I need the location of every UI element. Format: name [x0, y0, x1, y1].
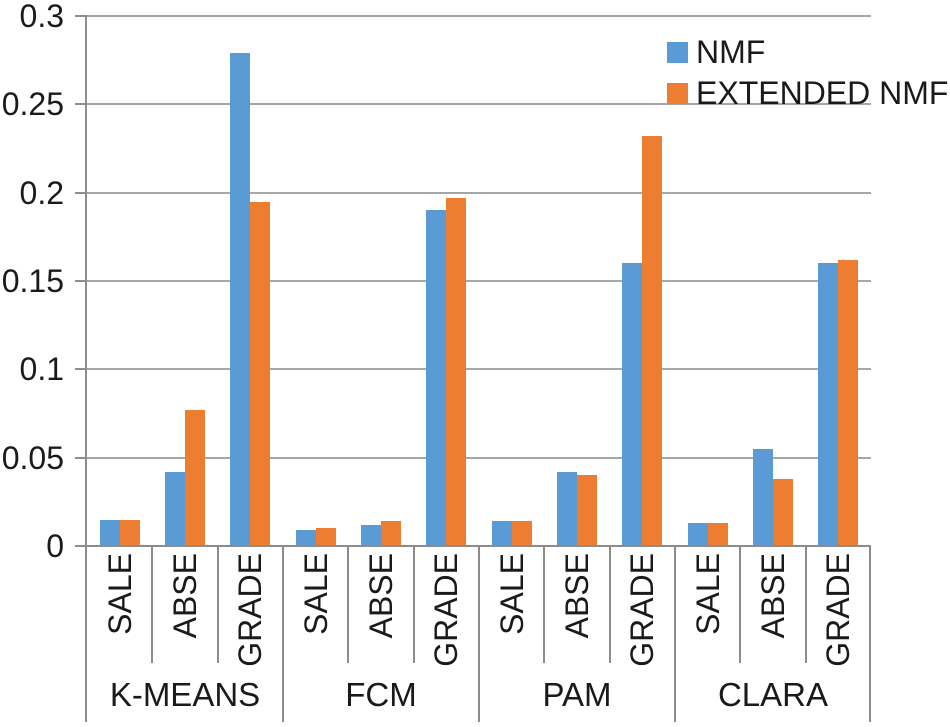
x-sublabel: ABSE	[167, 553, 203, 639]
y-tick-label: 0.1	[19, 351, 64, 388]
subcategory-separator	[216, 547, 219, 663]
legend-swatch-nmf-icon	[667, 41, 688, 63]
bar-nmf	[295, 530, 316, 546]
x-group-label: CLARA	[717, 676, 829, 713]
bar-nmf	[818, 263, 839, 546]
x-sublabel: SALE	[297, 553, 334, 635]
y-axis-tick	[75, 15, 87, 17]
y-tick-label: 0.15	[1, 263, 64, 299]
y-axis-tick	[75, 280, 87, 282]
x-sublabel: GRADE	[820, 553, 857, 667]
bar-extended-nmf	[119, 519, 140, 546]
bar-extended-nmf	[511, 521, 532, 546]
x-sublabel: GRADE	[624, 553, 661, 667]
x-sublabel: GRADE	[428, 553, 465, 667]
y-axis-tick	[75, 191, 87, 194]
gridline	[87, 103, 871, 106]
x-sublabel: ABSE	[363, 553, 399, 639]
bar-nmf	[753, 448, 773, 546]
x-sublabel: SALE	[689, 553, 726, 635]
gridline	[87, 15, 871, 17]
bar-extended-nmf	[577, 475, 597, 546]
bar-nmf	[426, 210, 447, 546]
x-sublabel: ABSE	[559, 553, 595, 639]
x-axis-line	[75, 545, 871, 547]
subcategory-separator	[151, 547, 154, 663]
y-tick-label: 0.2	[19, 174, 64, 211]
x-group-label: PAM	[542, 676, 612, 713]
legend-item-nmf: NMF	[667, 36, 765, 68]
bar-extended-nmf	[773, 478, 793, 546]
bar-extended-nmf	[642, 136, 663, 546]
bar-nmf	[230, 53, 251, 546]
gridline	[87, 280, 871, 282]
bar-nmf	[165, 471, 185, 546]
x-sublabel: SALE	[493, 553, 530, 635]
legend-label-extended-nmf: EXTENDED NMF	[696, 75, 949, 111]
subcategory-separator	[347, 547, 350, 663]
y-tick-label: 0.3	[19, 0, 64, 34]
bar-nmf	[622, 263, 643, 546]
y-axis-line	[85, 16, 87, 722]
legend-swatch-extended-nmf-icon	[667, 82, 688, 104]
group-separator	[478, 547, 480, 722]
y-tick-label: 0.05	[1, 439, 64, 476]
x-group-label: K-MEANS	[109, 676, 261, 713]
subcategory-separator	[543, 547, 546, 663]
y-axis-tick	[75, 456, 87, 459]
bar-nmf	[491, 521, 512, 546]
subcategory-separator	[804, 547, 807, 663]
y-tick-label: 0	[46, 528, 64, 564]
x-sublabel: GRADE	[232, 553, 269, 667]
gridline	[87, 191, 871, 194]
bar-extended-nmf	[838, 259, 859, 546]
bar-nmf	[687, 523, 708, 546]
x-group-label: FCM	[345, 676, 417, 713]
bar-extended-nmf	[185, 409, 205, 546]
bar-nmf	[557, 471, 577, 546]
legend-item-extended-nmf: EXTENDED NMF	[667, 77, 948, 109]
bar-extended-nmf	[381, 521, 401, 546]
category-separator	[869, 547, 871, 722]
bar-extended-nmf	[250, 201, 271, 546]
subcategory-separator	[608, 547, 611, 663]
bar-extended-nmf	[707, 523, 728, 546]
subcategory-separator	[739, 547, 742, 663]
y-axis-tick	[75, 368, 87, 371]
group-separator	[282, 547, 284, 722]
x-sublabel: ABSE	[755, 553, 791, 639]
bar-extended-nmf	[446, 197, 467, 546]
y-tick-label: 0.25	[1, 86, 64, 123]
gridline	[87, 368, 871, 371]
bar-nmf	[99, 519, 120, 546]
bar-nmf	[361, 524, 381, 546]
x-sublabel: SALE	[101, 553, 138, 635]
group-separator	[674, 547, 676, 722]
bar-extended-nmf	[315, 528, 336, 546]
legend-label-nmf: NMF	[696, 34, 766, 70]
gridline	[87, 456, 871, 459]
y-axis-tick	[75, 103, 87, 106]
subcategory-separator	[412, 547, 415, 663]
